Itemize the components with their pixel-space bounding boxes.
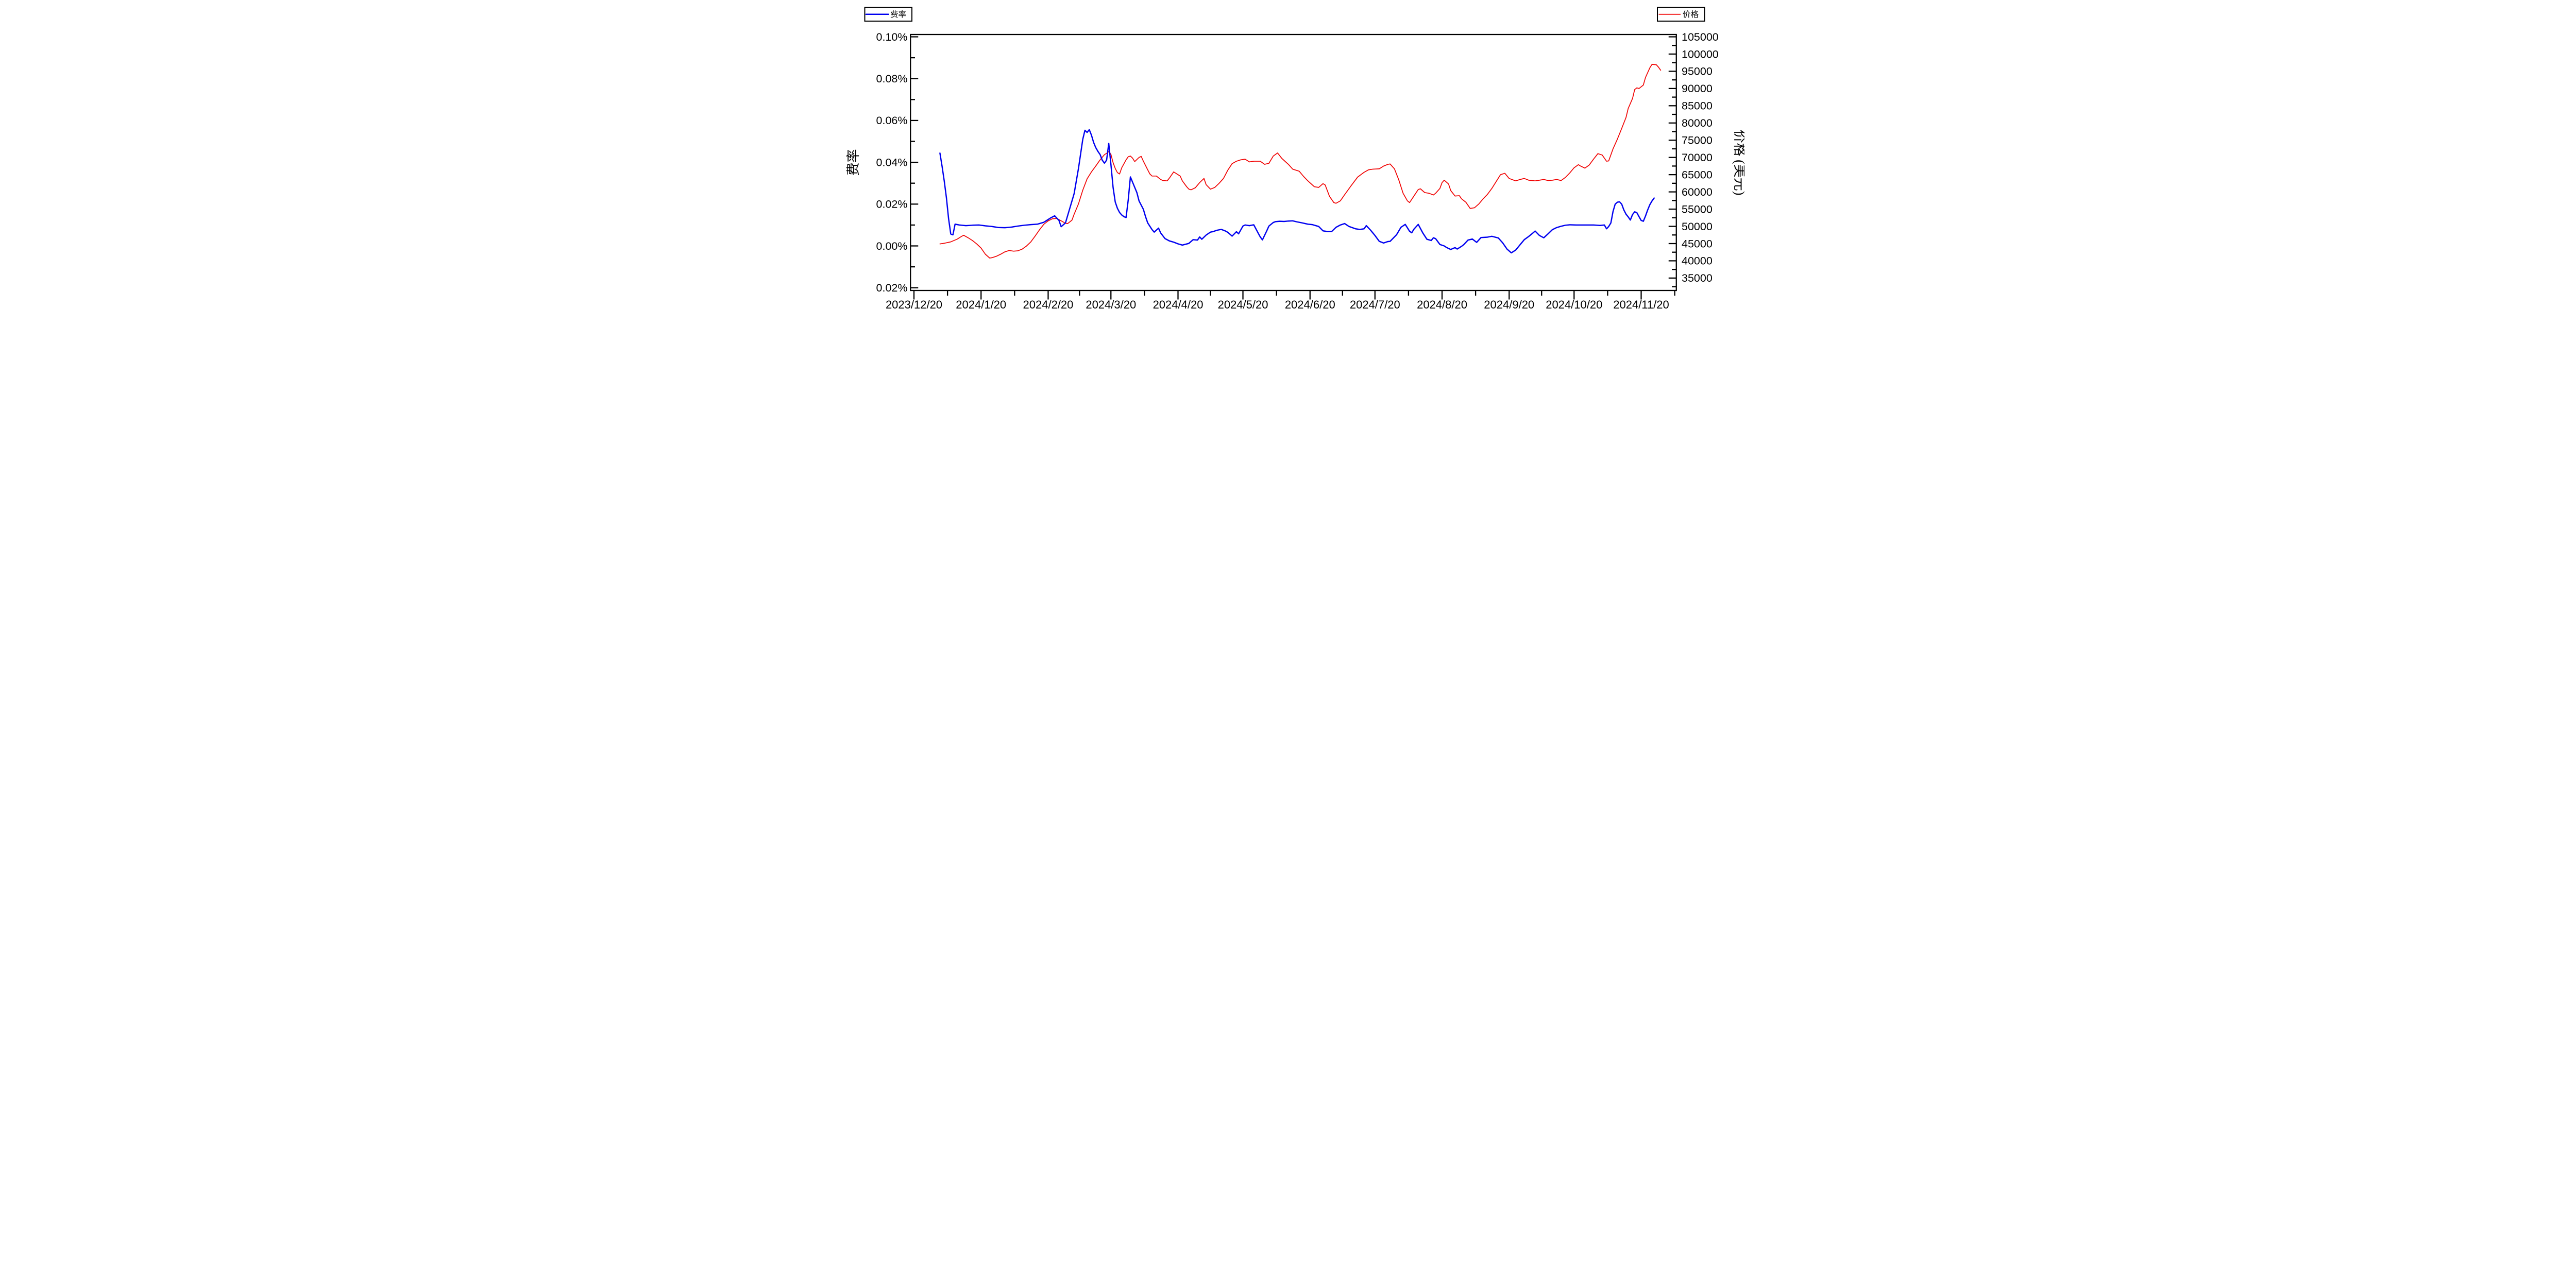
legend-price-label: 价格 — [1683, 10, 1699, 19]
right-tick-label: 80000 — [1682, 117, 1713, 129]
axis-ticks — [910, 36, 1676, 300]
right-tick-label: 50000 — [1682, 220, 1713, 233]
axis-tick-labels: 2023/12/20 2024/1/20 2024/2/20 2024/3/20 202… — [876, 31, 1719, 311]
right-tick-label: 45000 — [1682, 237, 1713, 250]
right-tick-label: 90000 — [1682, 82, 1713, 95]
left-tick-label: 0.02% — [876, 282, 908, 294]
price-line — [939, 64, 1662, 259]
x-tick-label: 2024/1/20 — [956, 298, 1006, 311]
right-tick-label: 40000 — [1682, 255, 1713, 267]
left-tick-label: 0.10% — [876, 31, 908, 43]
x-tick-label: 2024/6/20 — [1285, 298, 1335, 311]
x-tick-label: 2024/10/20 — [1546, 298, 1602, 311]
plot-frame — [910, 33, 1677, 292]
left-tick-label: 0.08% — [876, 73, 908, 85]
x-tick-label: 2024/9/20 — [1484, 298, 1534, 311]
left-tick-label: 0.02% — [876, 198, 908, 211]
right-tick-label: 100000 — [1682, 48, 1719, 60]
right-tick-label: 105000 — [1682, 31, 1719, 43]
x-tick-label: 2024/8/20 — [1417, 298, 1467, 311]
x-tick-label: 2024/2/20 — [1023, 298, 1074, 311]
right-tick-label: 65000 — [1682, 168, 1713, 181]
funding-rate-price-chart: 2023/12/20 2024/1/20 2024/2/20 2024/3/20 202… — [832, 0, 1744, 317]
left-tick-label: 0.06% — [876, 114, 908, 127]
x-tick-label: 2024/4/20 — [1153, 298, 1204, 311]
x-tick-label: 2024/3/20 — [1086, 298, 1136, 311]
data-series — [939, 64, 1662, 259]
right-tick-label: 85000 — [1682, 100, 1713, 112]
x-tick-label: 2023/12/20 — [886, 298, 942, 311]
chart-canvas: 2023/12/20 2024/1/20 2024/2/20 2024/3/20 202… — [832, 0, 1744, 317]
x-tick-label: 2024/7/20 — [1350, 298, 1400, 311]
legend-fee-rate-label: 费率 — [890, 10, 906, 19]
fee-rate-line — [939, 129, 1655, 254]
right-axis-title: 价格 (美元) — [1732, 130, 1744, 196]
x-tick-label: 2024/11/20 — [1613, 298, 1669, 311]
left-tick-label: 0.00% — [876, 240, 908, 252]
x-tick-label: 2024/5/20 — [1218, 298, 1268, 311]
legend-price: 价格 — [1657, 7, 1705, 22]
right-tick-label: 55000 — [1682, 203, 1713, 215]
right-tick-label: 70000 — [1682, 151, 1713, 164]
right-tick-label: 95000 — [1682, 65, 1713, 78]
right-tick-label: 60000 — [1682, 186, 1713, 198]
right-tick-label: 75000 — [1682, 134, 1713, 147]
left-axis-title: 费率 — [846, 149, 861, 176]
left-tick-label: 0.04% — [876, 156, 908, 168]
legend-fee-rate: 费率 — [864, 7, 912, 22]
right-tick-label: 35000 — [1682, 272, 1713, 284]
